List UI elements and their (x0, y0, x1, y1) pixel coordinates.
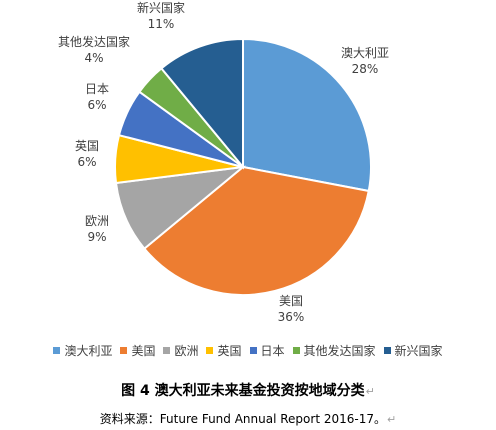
legend-swatch (206, 346, 214, 354)
figure-title: 图 4 澳大利亚未来基金投资按地域分类↵ (0, 380, 496, 400)
legend-label: 其他发达国家 (303, 343, 376, 358)
slice-category-label: 英国 (75, 139, 99, 153)
legend-swatch (383, 346, 391, 354)
slice-value-label: 36% (278, 310, 305, 324)
legend-label: 美国 (131, 343, 156, 358)
pie-slice-0 (242, 37, 372, 193)
legend-swatch (120, 346, 128, 354)
slice-category-label: 美国 (279, 294, 303, 308)
pie-slices (114, 37, 372, 296)
slice-category-label: 澳大利亚 (341, 46, 389, 60)
slice-value-label: 6% (87, 98, 106, 112)
legend-swatch (163, 346, 171, 354)
slice-category-label: 欧洲 (85, 214, 109, 228)
slice-value-label: 6% (77, 155, 96, 169)
slice-labels: 澳大利亚 28% 美国 36% 欧洲 9% 英国 6% 日本 6% 其他发达国家 4% 新兴国家 11% (58, 0, 389, 324)
legend-item: 澳大利亚 (53, 342, 112, 359)
legend-item: 美国 (120, 342, 155, 359)
legend-label: 新兴国家 (394, 343, 443, 358)
legend-swatch (249, 346, 257, 354)
legend-swatch (292, 346, 300, 354)
slice-category-label: 新兴国家 (137, 0, 185, 15)
legend-item: 日本 (249, 342, 285, 359)
figure-title-text: 图 4 澳大利亚未来基金投资按地域分类 (121, 383, 365, 399)
chart-legend: 澳大利亚 美国 欧洲 英国 日本 其他发达国家 新兴国家 (0, 340, 496, 360)
slice-value-label: 9% (87, 230, 106, 244)
pie-slice-1 (142, 165, 370, 296)
legend-label: 澳大利亚 (64, 343, 113, 358)
legend-item: 新兴国家 (383, 342, 443, 359)
legend-item: 欧洲 (163, 342, 198, 359)
slice-value-label: 4% (84, 51, 103, 65)
legend-label: 欧洲 (174, 343, 199, 358)
legend-label: 日本 (260, 343, 285, 358)
slice-value-label: 28% (352, 62, 379, 76)
paragraph-mark-icon: ↵ (365, 385, 375, 398)
figure-source: 资料来源：Future Fund Annual Report 2016-17。↵ (0, 410, 496, 427)
slice-category-label: 日本 (85, 82, 109, 96)
pie-chart: 澳大利亚 28% 美国 36% 欧洲 9% 英国 6% 日本 6% 其他发达国家 4% 新兴国家 11% (58, 0, 389, 324)
pie-slice-6 (160, 37, 244, 170)
legend-swatch (53, 346, 61, 354)
paragraph-mark-icon: ↵ (386, 413, 397, 426)
legend-label: 英国 (217, 343, 242, 358)
slice-category-label: 其他发达国家 (58, 34, 130, 49)
legend-item: 其他发达国家 (292, 342, 376, 359)
figure-source-text: 资料来源：Future Fund Annual Report 2016-17。 (99, 412, 386, 426)
slice-value-label: 11% (148, 17, 175, 31)
legend-item: 英国 (206, 342, 242, 359)
